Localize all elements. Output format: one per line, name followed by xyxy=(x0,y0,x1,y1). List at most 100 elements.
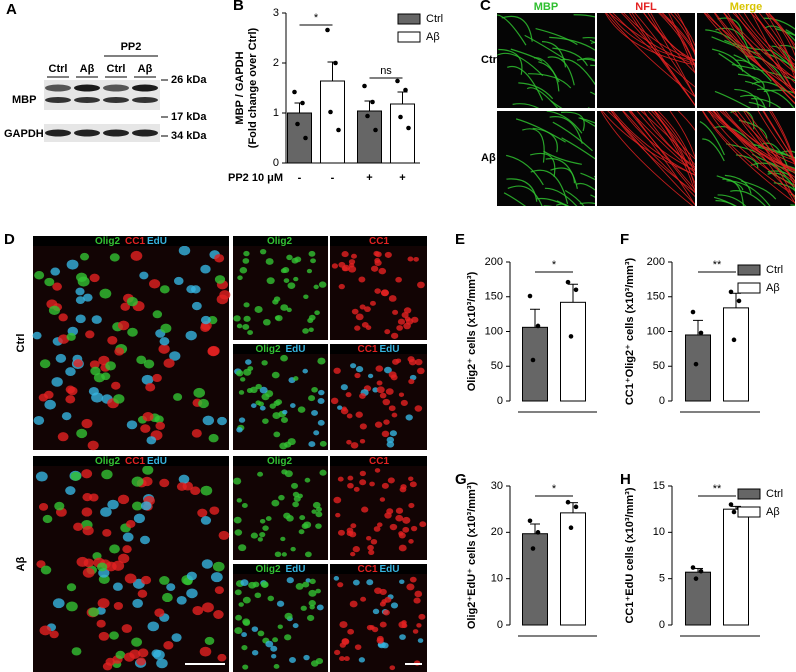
fiber xyxy=(607,111,695,198)
panel-letter: D xyxy=(4,231,15,248)
cell xyxy=(163,358,175,368)
cell xyxy=(120,302,131,311)
cell xyxy=(314,310,320,316)
cell xyxy=(66,601,78,612)
cell xyxy=(302,368,308,374)
row-label: MBP xyxy=(12,94,36,106)
cell xyxy=(374,421,383,428)
y-tick-label: 0 xyxy=(497,395,503,407)
cell xyxy=(238,417,246,423)
cell xyxy=(308,589,317,597)
band xyxy=(45,97,71,103)
cell xyxy=(39,359,51,369)
micrograph-bg xyxy=(33,466,229,672)
cell xyxy=(395,514,404,522)
data-point xyxy=(568,334,574,339)
cell xyxy=(57,432,69,442)
cell xyxy=(126,296,138,307)
fiber xyxy=(498,48,523,75)
cell xyxy=(287,438,296,446)
cell xyxy=(114,347,125,356)
cell xyxy=(238,602,244,607)
fiber xyxy=(723,13,795,93)
fiber xyxy=(497,14,527,46)
cell xyxy=(214,254,225,263)
label-strip xyxy=(233,564,328,574)
cell xyxy=(242,323,250,330)
cell xyxy=(234,529,243,536)
cell xyxy=(366,535,372,541)
data-point xyxy=(565,499,571,505)
cell xyxy=(242,664,249,670)
cell xyxy=(381,430,390,438)
fiber xyxy=(658,13,695,69)
cell xyxy=(141,575,152,585)
cell xyxy=(383,419,390,425)
fiber xyxy=(497,52,544,77)
fiber xyxy=(561,137,595,160)
cell xyxy=(216,294,229,305)
fiber xyxy=(524,34,566,60)
cell xyxy=(123,652,135,662)
fiber xyxy=(526,87,559,108)
cell xyxy=(359,479,367,486)
cell xyxy=(315,523,322,529)
cell xyxy=(350,253,357,259)
cell xyxy=(48,305,61,316)
cell xyxy=(290,403,296,408)
cell xyxy=(399,634,406,640)
cell xyxy=(347,628,355,635)
fiber xyxy=(543,150,582,165)
channel-label: MBP xyxy=(534,1,558,13)
cell xyxy=(105,561,117,572)
cell xyxy=(313,284,319,290)
cell xyxy=(171,633,182,642)
cell xyxy=(388,371,397,379)
cell xyxy=(302,581,310,588)
cell xyxy=(158,344,170,354)
cell xyxy=(93,372,105,383)
cell xyxy=(266,277,275,285)
y-tick-label: 0 xyxy=(659,619,665,631)
cell xyxy=(240,377,246,382)
label-strip xyxy=(330,564,427,574)
cell xyxy=(218,530,230,540)
cell xyxy=(159,576,170,585)
cell xyxy=(315,511,323,518)
cell xyxy=(233,315,241,322)
fiber xyxy=(767,13,795,57)
panel-letter: A xyxy=(6,1,17,18)
cell xyxy=(192,605,204,616)
cell xyxy=(124,573,137,584)
fiber xyxy=(573,14,595,18)
y-tick-label: 0 xyxy=(497,619,503,631)
cell xyxy=(316,604,324,611)
cell xyxy=(402,516,411,524)
significance-label: * xyxy=(552,259,557,271)
cell xyxy=(350,442,359,449)
fiber xyxy=(734,88,759,108)
fiber xyxy=(703,13,795,91)
cell xyxy=(407,356,415,363)
cell xyxy=(300,605,307,611)
cell xyxy=(416,367,425,375)
cell xyxy=(374,587,382,594)
cell xyxy=(379,392,387,399)
fiber xyxy=(737,13,795,74)
cell xyxy=(99,288,112,299)
cell xyxy=(152,373,162,383)
cell xyxy=(315,657,324,665)
data-point xyxy=(736,298,742,304)
cell xyxy=(400,484,407,490)
legend-swatch xyxy=(737,488,761,500)
cell xyxy=(237,275,243,281)
cell xyxy=(200,485,213,496)
cell xyxy=(105,361,116,371)
cell xyxy=(389,430,397,437)
cell xyxy=(298,529,305,535)
bar xyxy=(390,103,415,164)
fiber xyxy=(704,13,795,79)
cell xyxy=(297,406,306,413)
cell xyxy=(411,316,419,323)
